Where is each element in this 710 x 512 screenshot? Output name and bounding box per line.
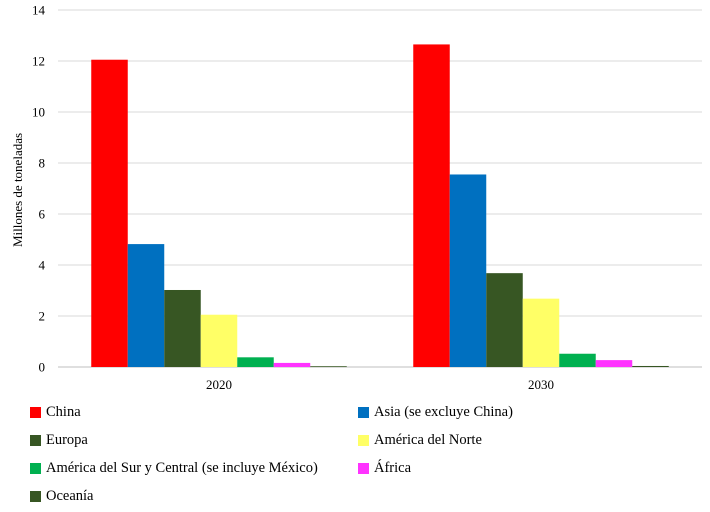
- bar-2030-series-0: [413, 44, 450, 368]
- legend-label: África: [374, 460, 412, 476]
- legend-label: China: [46, 404, 81, 420]
- legend-label: América del Norte: [374, 432, 482, 448]
- legend-swatch: [30, 435, 41, 446]
- legend-item: África: [358, 460, 411, 477]
- y-tick-label: 6: [39, 207, 46, 222]
- bars: [91, 44, 669, 368]
- legend-item: Europa: [30, 432, 88, 449]
- legend-swatch: [358, 435, 369, 446]
- bar-2020-series-6: [310, 366, 347, 368]
- y-tick-label: 4: [39, 258, 46, 273]
- y-tick-label: 10: [32, 105, 45, 120]
- bar-2030-series-5: [595, 360, 633, 367]
- legend-label: Europa: [46, 432, 88, 448]
- legend-swatch: [30, 407, 41, 418]
- y-tick-label: 8: [39, 156, 46, 171]
- y-tick-label: 14: [32, 3, 46, 18]
- legend-item: Asia (se excluye China): [358, 404, 513, 421]
- legend-swatch: [358, 407, 369, 418]
- bar-2030-series-3: [522, 298, 560, 367]
- bar-2020-series-5: [273, 362, 311, 367]
- bar-2030-series-4: [559, 353, 596, 367]
- legend-label: Asia (se excluye China): [374, 404, 513, 420]
- y-tick-labels: 0 2 4 6 8 10 12 14: [32, 3, 46, 375]
- x-tick-label: 2020: [206, 377, 232, 392]
- bar-2020-series-2: [164, 289, 201, 367]
- y-tick-label: 0: [39, 360, 46, 375]
- legend-swatch: [358, 463, 369, 474]
- bar-2020-series-4: [237, 357, 274, 367]
- y-axis-title: Millones de toneladas: [10, 133, 25, 247]
- y-tick-label: 2: [39, 309, 46, 324]
- x-tick-label: 2030: [528, 377, 554, 392]
- bar-2030-series-2: [486, 273, 523, 367]
- legend-label: América del Sur y Central (se incluye Mé…: [46, 460, 318, 476]
- bar-2020-series-0: [91, 59, 128, 367]
- legend-label: Oceanía: [46, 488, 94, 504]
- legend-item: América del Sur y Central (se incluye Mé…: [30, 460, 318, 477]
- legend-item: Oceanía: [30, 488, 94, 505]
- bar-2030-series-1: [449, 174, 487, 367]
- legend-swatch: [30, 463, 41, 474]
- y-tick-label: 12: [32, 54, 45, 69]
- legend-item: América del Norte: [358, 432, 482, 449]
- bar-2020-series-3: [200, 314, 238, 367]
- bar-2020-series-1: [127, 244, 165, 367]
- legend-item: China: [30, 404, 81, 421]
- legend-swatch: [30, 491, 41, 502]
- x-tick-labels: 2020 2030: [206, 377, 554, 392]
- bar-2030-series-6: [632, 365, 669, 367]
